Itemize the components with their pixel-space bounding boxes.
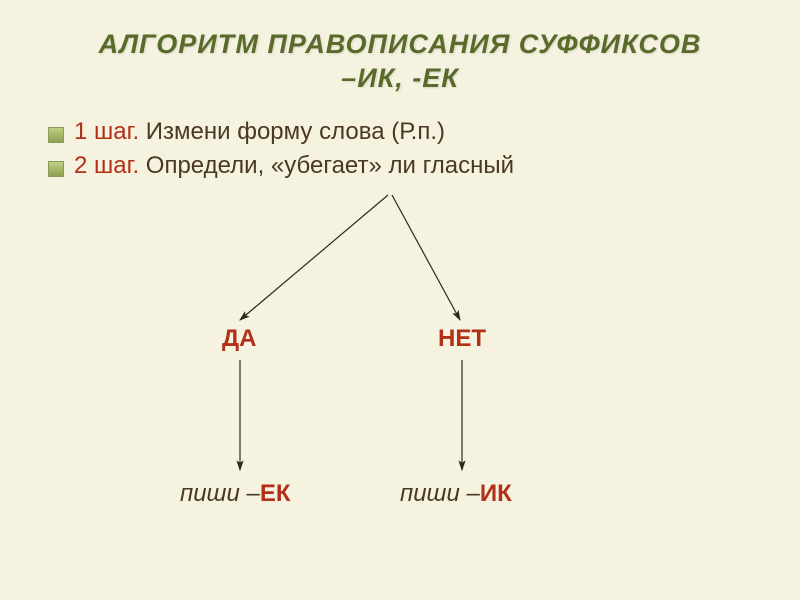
bullet-icon (48, 161, 64, 177)
step-2: 2 шаг. Определи, «убегает» ли гласный (48, 152, 764, 180)
step-1: 1 шаг. Измени форму слова (Р.п.) (48, 118, 764, 146)
leaf-no: пиши –ИК (400, 480, 512, 508)
bullet-icon (48, 127, 64, 143)
step-2-label: 2 шаг. (74, 152, 139, 179)
step-1-text: Измени форму слова (Р.п.) (146, 118, 445, 145)
leaf-no-prefix: пиши – (400, 480, 480, 507)
node-yes: ДА (222, 325, 256, 353)
steps-list: 1 шаг. Измени форму слова (Р.п.) 2 шаг. … (36, 118, 764, 180)
step-2-text: Определи, «убегает» ли гласный (146, 152, 514, 179)
leaf-no-suffix: ИК (480, 480, 512, 507)
slide-title: АЛГОРИТМ ПРАВОПИСАНИЯ СУФФИКСОВ –ИК, -ЕК (36, 28, 764, 96)
title-line1: АЛГОРИТМ ПРАВОПИСАНИЯ СУФФИКСОВ (99, 29, 702, 59)
leaf-yes: пиши –ЕК (180, 480, 291, 508)
node-no: НЕТ (438, 325, 486, 353)
arrow-branch-yes (240, 195, 388, 320)
leaf-yes-suffix: ЕК (260, 480, 291, 507)
step-1-label: 1 шаг. (74, 118, 139, 145)
slide: АЛГОРИТМ ПРАВОПИСАНИЯ СУФФИКСОВ –ИК, -ЕК… (0, 0, 800, 600)
leaf-yes-prefix: пиши – (180, 480, 260, 507)
arrow-branch-no (392, 195, 460, 320)
title-line2: –ИК, -ЕК (341, 63, 459, 93)
